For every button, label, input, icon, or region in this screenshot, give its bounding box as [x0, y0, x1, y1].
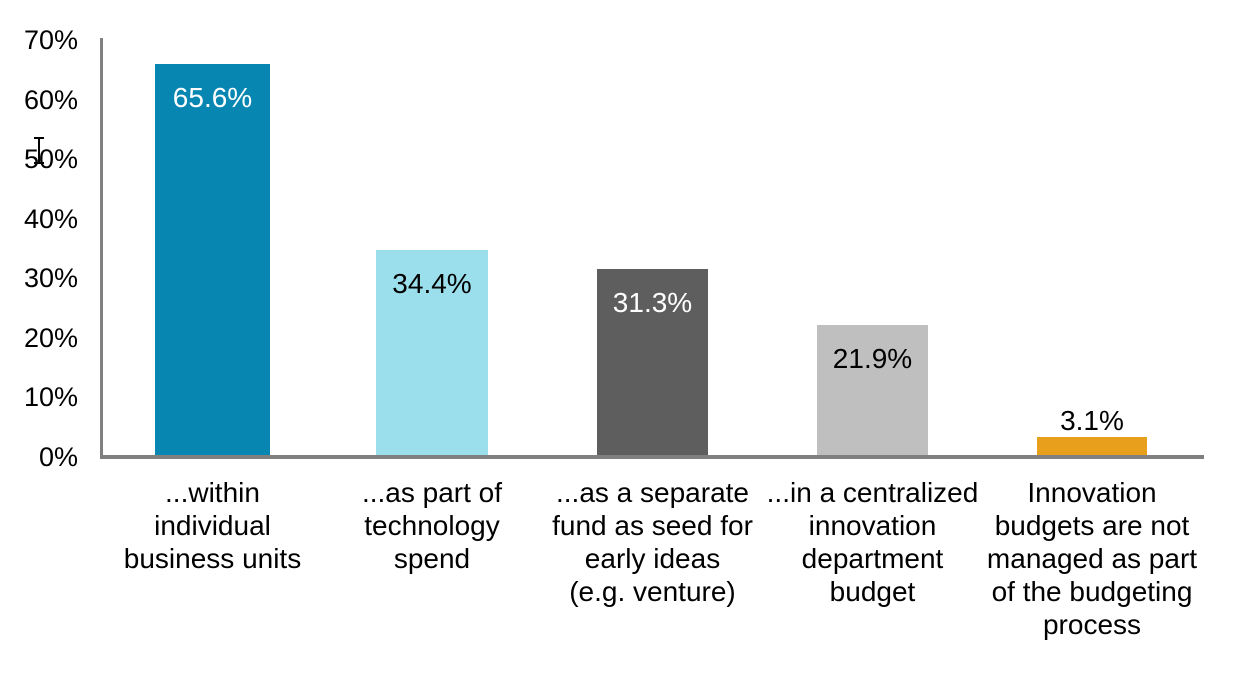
x-category-label: ...in a centralized innovation departmen… [766, 477, 979, 607]
bar-not-managed-in-budgeting-process [1037, 436, 1147, 455]
bar-within-individual-business-units [155, 64, 270, 455]
y-tick-label-40: 40% [23, 204, 78, 234]
bar-value-label: 3.1% [1060, 404, 1124, 436]
y-tick-label-10: 10% [23, 382, 78, 412]
bar-separate-fund-seed-early-ideas [597, 268, 708, 455]
y-tick-label-50: 50% [23, 144, 78, 174]
bar-part-of-technology-spend [376, 250, 488, 455]
ibeam-cursor-icon [34, 137, 44, 164]
y-axis-line [100, 38, 103, 455]
x-category-label: ...as a separate fund as seed for early … [552, 477, 753, 607]
bar-value-label: 21.9% [832, 342, 913, 374]
y-tick-label-60: 60% [23, 85, 78, 115]
y-tick-label-20: 20% [23, 323, 78, 353]
bar-value-label: 31.3% [612, 286, 693, 318]
x-category-label: ...within individual business units [123, 477, 302, 574]
bar-value-label: 65.6% [172, 82, 253, 114]
x-category-label: ...as part of technology spend [361, 477, 503, 574]
bar-value-label: 34.4% [392, 268, 472, 300]
y-tick-label-70: 70% [23, 25, 78, 55]
bar-centralized-innovation-department-budget [817, 324, 928, 455]
x-category-label: Innovation budgets are not managed as pa… [986, 477, 1198, 640]
x-axis-baseline [100, 455, 1204, 459]
y-tick-label-0: 0% [38, 442, 78, 472]
y-tick-label-30: 30% [23, 263, 78, 293]
